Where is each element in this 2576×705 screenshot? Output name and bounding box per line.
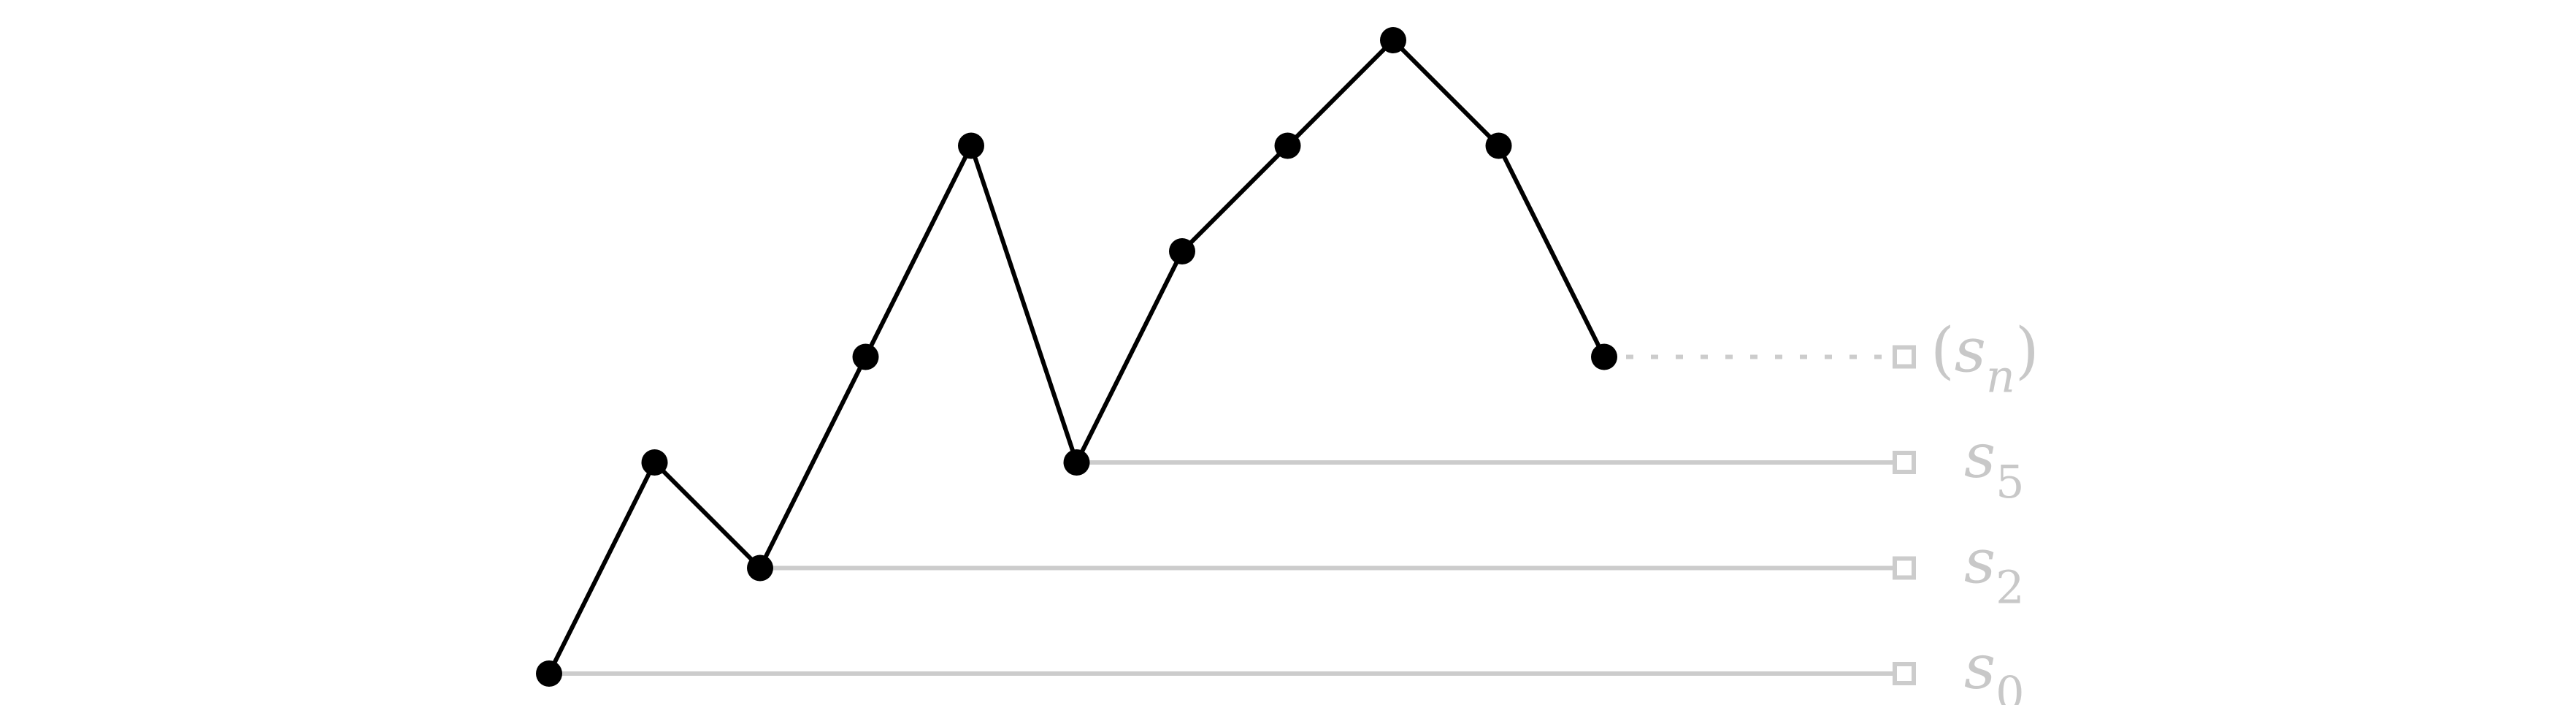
label-base: s (1964, 526, 1996, 598)
label-subscript: 0 (1996, 666, 2024, 705)
path-segment-3 (863, 143, 973, 359)
label-open-paren: ( (1931, 315, 1955, 386)
path-segments (547, 38, 1606, 676)
label-subscript: n (1986, 350, 2015, 403)
guide-end-marker-3 (1893, 345, 1916, 369)
path-vertex-3 (852, 343, 879, 370)
guide-label-1: s2 (1964, 526, 2025, 614)
path-segment-6 (1180, 143, 1290, 254)
path-vertex-5 (1063, 449, 1090, 476)
guide-label-2: s5 (1964, 420, 2025, 508)
guide-end-marker-2 (1893, 451, 1916, 474)
label-base: s (1955, 315, 1986, 386)
label-subscript: 2 (1996, 561, 2024, 614)
path-vertex-6 (1169, 238, 1195, 264)
path-segment-4 (969, 143, 1079, 465)
guide-label-0: s0 (1964, 631, 2025, 705)
path-vertex-0 (536, 660, 562, 687)
path-segment-0 (547, 460, 657, 676)
path-vertex-9 (1485, 132, 1512, 159)
label-subscript: 5 (1996, 455, 2024, 508)
path-vertices (536, 27, 1617, 687)
path-vertex-10 (1591, 343, 1617, 370)
path-vertex-7 (1274, 132, 1301, 159)
label-base: s (1964, 631, 1996, 703)
path-segment-9 (1496, 143, 1606, 359)
path-segment-8 (1391, 38, 1501, 148)
path-vertex-1 (641, 449, 668, 476)
label-close-paren: ) (2015, 315, 2039, 386)
path-vertex-4 (958, 132, 984, 159)
path-segment-2 (758, 354, 868, 571)
guide-end-markers (1893, 345, 1916, 685)
path-segment-5 (1074, 249, 1184, 465)
guide-lines (549, 354, 1895, 676)
path-segment-1 (652, 460, 762, 571)
guide-end-marker-1 (1893, 556, 1916, 580)
label-base: s (1964, 420, 1996, 492)
path-segment-7 (1285, 38, 1395, 148)
path-vertex-2 (747, 555, 773, 582)
guide-end-marker-0 (1893, 662, 1916, 685)
path-vertex-8 (1380, 27, 1406, 53)
guide-label-3: (sn) (1931, 315, 2039, 403)
